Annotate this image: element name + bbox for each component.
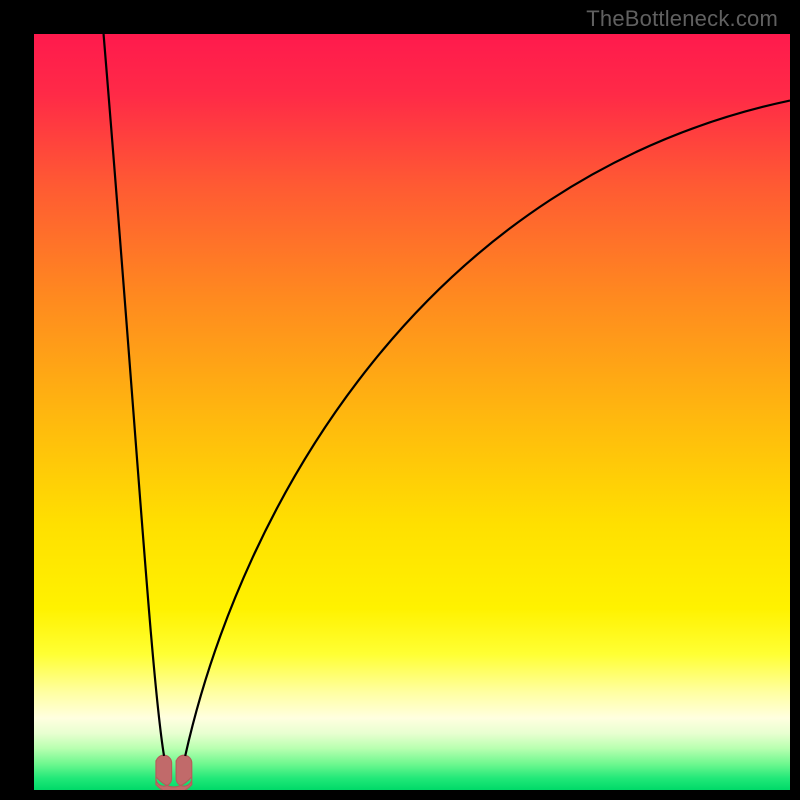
gradient-background [34, 34, 790, 790]
plot-area [34, 34, 790, 790]
watermark-text: TheBottleneck.com [586, 6, 778, 32]
